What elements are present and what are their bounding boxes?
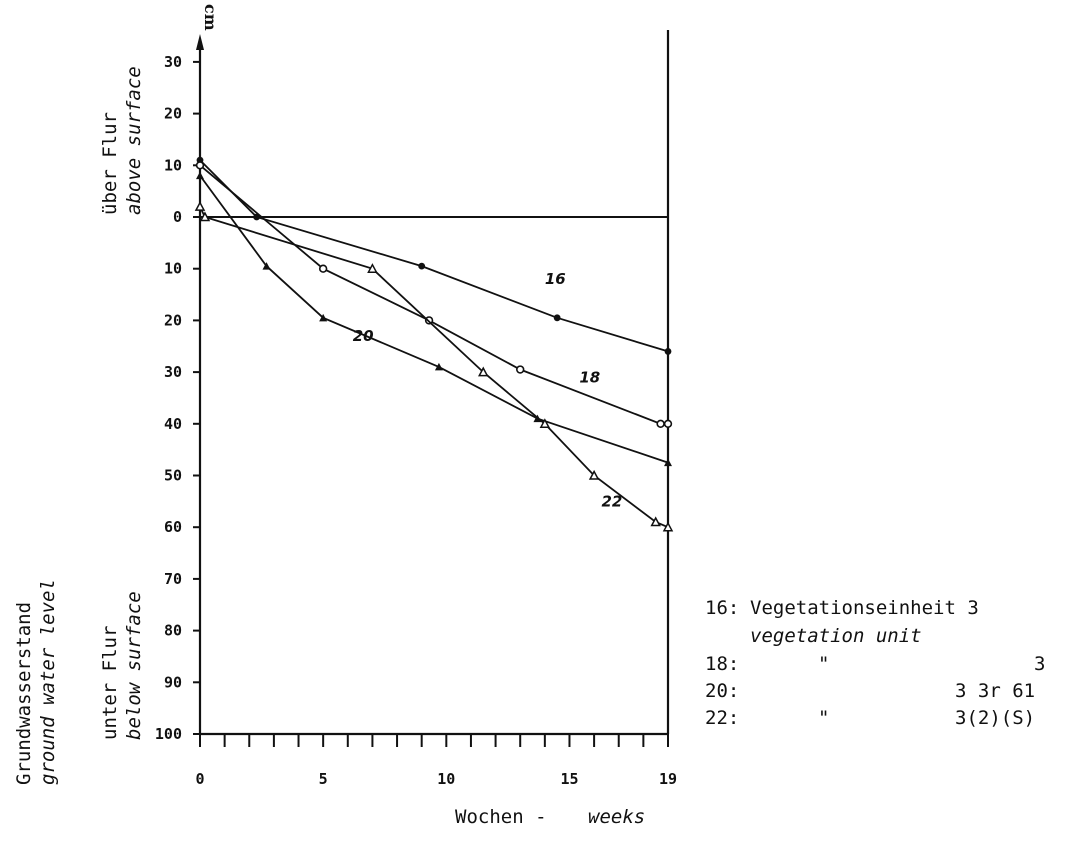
series-line-20 bbox=[199, 175, 669, 464]
y-tick-label: 40 bbox=[164, 415, 182, 433]
y-axis-title-de: Grundwasserstand bbox=[13, 602, 35, 785]
y-tick-label: 100 bbox=[155, 725, 182, 743]
series-22-point bbox=[539, 418, 551, 429]
series-label-18: 18 bbox=[579, 368, 600, 386]
series-20-point bbox=[319, 313, 328, 322]
series-line-22 bbox=[199, 206, 669, 529]
legend-num-16: 16: bbox=[705, 597, 739, 619]
y-axis-title-en: ground water level bbox=[37, 579, 59, 785]
upper-label-de: über Flur bbox=[99, 112, 121, 215]
series-18-point bbox=[663, 419, 673, 428]
series-20-point bbox=[196, 171, 204, 180]
series-16-point bbox=[664, 348, 672, 355]
y-tick-label: 90 bbox=[164, 673, 182, 691]
lower-label-en: below surface bbox=[123, 591, 145, 740]
series-22-point bbox=[199, 211, 211, 222]
legend-num-18: 18: bbox=[705, 653, 739, 675]
legend-text-16-en: vegetation unit bbox=[750, 625, 922, 647]
series-22-point bbox=[367, 263, 378, 273]
series-22-point bbox=[194, 201, 206, 211]
series-18-point bbox=[318, 264, 328, 273]
y-axis-arrow bbox=[196, 34, 204, 50]
x-axis-title-de: Wochen - bbox=[455, 806, 547, 828]
y-tick-label: 80 bbox=[164, 622, 182, 640]
y-tick-label: 10 bbox=[164, 156, 182, 174]
axes bbox=[196, 30, 670, 736]
series-22-point bbox=[650, 516, 661, 527]
legend-ditto-18: " bbox=[818, 653, 829, 675]
legend-ditto-22: " bbox=[818, 707, 829, 729]
series-layer: 16 18 20 22 bbox=[194, 156, 674, 532]
series-18-point bbox=[195, 161, 205, 170]
y-tick-label: 0 bbox=[173, 208, 182, 226]
x-axis-ticks: 0 5 10 15 19 bbox=[195, 734, 677, 788]
series-20-point bbox=[664, 458, 672, 467]
legend-code-20: 3 3r 61 bbox=[955, 680, 1035, 702]
series-16-point bbox=[553, 314, 561, 322]
series-18: 18 bbox=[195, 161, 673, 428]
legend-num-22: 22: bbox=[705, 707, 739, 729]
legend-text-16: Vegetationseinheit 3 bbox=[750, 597, 979, 619]
legend: 16: Vegetationseinheit 3 vegetation unit… bbox=[705, 597, 1045, 729]
series-22-point bbox=[662, 521, 674, 532]
series-16-point bbox=[418, 262, 426, 270]
x-axis-title-en: weeks bbox=[588, 806, 645, 828]
legend-code-22: 3(2)(S) bbox=[955, 707, 1035, 729]
series-18-point bbox=[516, 365, 525, 374]
legend-num-20: 20: bbox=[705, 680, 739, 702]
legend-code-18: 3 bbox=[1034, 653, 1045, 675]
unit-label: cm bbox=[201, 4, 220, 31]
x-tick-label: 10 bbox=[437, 770, 455, 788]
series-20-point bbox=[262, 262, 271, 270]
y-tick-label: 50 bbox=[164, 467, 182, 485]
upper-label-en: above surface bbox=[123, 66, 145, 215]
y-tick-label: 70 bbox=[164, 570, 182, 588]
series-label-16: 16 bbox=[545, 270, 566, 288]
series-22: 22 bbox=[194, 201, 674, 532]
y-tick-label: 30 bbox=[164, 363, 182, 381]
series-label-22: 22 bbox=[601, 493, 622, 511]
y-tick-label: 60 bbox=[164, 518, 182, 536]
x-tick-label: 19 bbox=[659, 770, 677, 788]
series-18-point bbox=[656, 419, 665, 428]
y-tick-label: 20 bbox=[164, 105, 182, 123]
series-20-point bbox=[434, 362, 443, 371]
series-22-point bbox=[478, 366, 489, 377]
x-tick-label: 15 bbox=[560, 770, 578, 788]
y-tick-label: 20 bbox=[164, 311, 182, 329]
series-22-point bbox=[588, 469, 600, 480]
x-tick-label: 5 bbox=[319, 770, 328, 788]
lower-label-de: unter Flur bbox=[99, 626, 121, 740]
x-tick-label: 0 bbox=[195, 770, 204, 788]
y-tick-label: 30 bbox=[164, 53, 182, 71]
series-label-20: 20 bbox=[353, 327, 374, 345]
series-20: 20 bbox=[196, 171, 672, 467]
y-tick-label: 10 bbox=[164, 260, 182, 278]
